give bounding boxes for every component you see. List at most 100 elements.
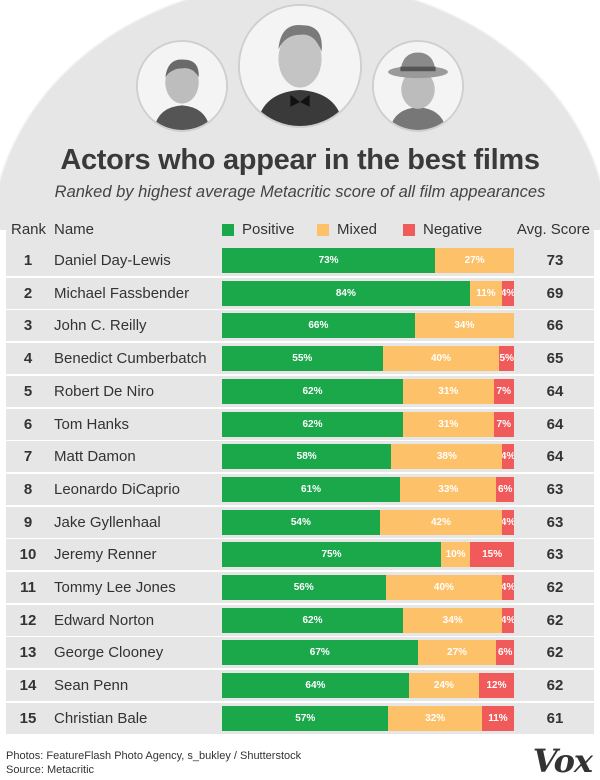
- stacked-bar: 58% 38% 4%: [222, 444, 514, 470]
- bar-label-positive: 84%: [335, 287, 356, 299]
- bar-label-positive: 64%: [305, 680, 326, 692]
- bar-label-positive: 73%: [318, 255, 339, 266]
- bar-segment-mixed: 33%: [400, 476, 497, 502]
- legend-item-positive: Positive: [222, 221, 295, 238]
- row-rank: 1: [23, 252, 33, 269]
- photo-credit: Photos: FeatureFlash Photo Agency, s_buk…: [6, 750, 302, 762]
- bar-label-mixed: 32%: [425, 712, 446, 724]
- bar-label-negative: 12%: [486, 680, 507, 692]
- bar-segment-positive: 62%: [222, 411, 404, 437]
- table-row: 4 Benedict Cumberbatch 55% 40% 5% 65: [6, 343, 594, 375]
- row-avg-score: 61: [546, 709, 564, 727]
- stacked-bar: 75% 10% 15%: [222, 542, 514, 568]
- bar-label-negative: 4%: [502, 582, 514, 593]
- table-header: Rank Name Positive Mixed Negative Avg. S…: [6, 213, 594, 245]
- row-avg-score: 64: [546, 382, 564, 400]
- bar-label-negative: 4%: [502, 451, 514, 463]
- bar-segment-mixed: 11%: [469, 280, 503, 306]
- table-row: 1 Daniel Day-Lewis 73% 27% 73: [6, 245, 594, 276]
- legend-label-positive: Positive: [242, 221, 295, 238]
- bar-label-mixed: 33%: [438, 483, 459, 495]
- bar-label-negative: 4%: [502, 614, 514, 626]
- table-row: 15 Christian Bale 57% 32% 11% 61: [6, 702, 594, 734]
- row-avg-score: 64: [546, 415, 564, 433]
- bar-segment-negative: 15%: [470, 542, 514, 568]
- chart-title: Actors who appear in the best films: [60, 144, 540, 176]
- bar-segment-positive: 56%: [222, 575, 386, 600]
- table-row: 5 Robert De Niro 62% 31% 7% 64: [6, 375, 594, 407]
- bar-label-mixed: 10%: [445, 549, 466, 561]
- table-row: 11 Tommy Lee Jones 56% 40% 4% 62: [6, 572, 594, 603]
- bar-label-mixed: 34%: [454, 320, 475, 332]
- legend-swatch-positive: [222, 223, 234, 236]
- bar-label-positive: 66%: [308, 320, 329, 332]
- table-row: 13 George Clooney 67% 27% 6% 62: [6, 637, 594, 669]
- actor-photo-left: [136, 40, 228, 132]
- bar-segment-negative: 4%: [502, 509, 514, 535]
- row-actor-name: Edward Norton: [54, 611, 155, 629]
- bar-label-positive: 62%: [302, 385, 323, 397]
- legend-swatch-mixed: [317, 223, 329, 236]
- row-actor-name: Jake Gyllenhaal: [54, 513, 161, 531]
- stacked-bar: 66% 34%: [222, 313, 514, 339]
- avg-score-column-header: Avg. Score: [516, 221, 590, 238]
- bar-segment-positive: 66%: [222, 313, 415, 339]
- row-avg-score: 63: [546, 513, 564, 531]
- bar-segment-mixed: 34%: [403, 607, 503, 633]
- bar-label-negative: 4%: [502, 516, 514, 528]
- bar-segment-positive: 75%: [222, 542, 441, 568]
- chart-subtitle: Ranked by highest average Metacritic sco…: [54, 183, 546, 201]
- row-avg-score: 65: [546, 350, 564, 368]
- bar-segment-positive: 57%: [222, 705, 389, 731]
- bar-segment-mixed: 24%: [408, 673, 479, 699]
- stacked-bar: 84% 11% 4%: [222, 280, 514, 306]
- bar-segment-negative: 7%: [493, 378, 514, 404]
- row-rank: 11: [20, 579, 36, 596]
- bar-segment-mixed: 27%: [417, 640, 497, 666]
- bar-segment-mixed: 38%: [391, 444, 503, 470]
- bar-label-mixed: 11%: [476, 287, 496, 299]
- bar-segment-negative: 5%: [499, 346, 514, 372]
- bar-label-negative: 5%: [499, 353, 514, 365]
- stacked-bar: 54% 42% 4%: [222, 509, 514, 535]
- stacked-bar: 73% 27%: [222, 248, 514, 273]
- row-actor-name: Sean Penn: [54, 677, 129, 695]
- legend-item-negative: Negative: [403, 221, 482, 238]
- table-row: 2 Michael Fassbender 84% 11% 4% 69: [6, 277, 594, 309]
- bar-segment-negative: 11%: [481, 705, 514, 731]
- stacked-bar: 57% 32% 11%: [222, 705, 514, 731]
- row-avg-score: 63: [546, 480, 564, 498]
- table-row: 10 Jeremy Renner 75% 10% 15% 63: [6, 539, 594, 571]
- row-actor-name: Robert De Niro: [54, 382, 155, 400]
- bar-label-mixed: 40%: [430, 353, 451, 365]
- stacked-bar: 62% 31% 7%: [222, 411, 514, 437]
- actor-portrait-icon: [138, 42, 226, 130]
- bar-label-positive: 61%: [301, 483, 322, 495]
- bar-label-mixed: 31%: [438, 418, 459, 430]
- table-row: 7 Matt Damon 58% 38% 4% 64: [6, 441, 594, 473]
- row-actor-name: Christian Bale: [54, 709, 148, 727]
- actor-photo-right: [372, 40, 464, 132]
- bar-segment-mixed: 31%: [403, 378, 494, 404]
- legend-item-mixed: Mixed: [317, 221, 377, 238]
- bar-segment-positive: 58%: [222, 444, 392, 470]
- bar-label-mixed: 42%: [430, 516, 451, 528]
- row-actor-name: Michael Fassbender: [54, 284, 190, 302]
- bar-segment-mixed: 32%: [388, 705, 482, 731]
- actor-portrait-icon: [240, 6, 360, 126]
- row-avg-score: 63: [546, 546, 564, 564]
- bar-label-positive: 55%: [292, 353, 313, 365]
- bar-segment-mixed: 42%: [379, 509, 503, 535]
- row-avg-score: 62: [546, 611, 564, 629]
- table-row: 9 Jake Gyllenhaal 54% 42% 4% 63: [6, 506, 594, 538]
- row-rank: 13: [19, 644, 37, 662]
- row-rank: 15: [19, 709, 37, 727]
- bar-label-positive: 62%: [302, 418, 323, 430]
- bar-segment-mixed: 10%: [441, 542, 471, 568]
- row-actor-name: Tommy Lee Jones: [54, 579, 176, 596]
- row-avg-score: 73: [546, 252, 564, 269]
- legend-label-mixed: Mixed: [337, 221, 378, 238]
- bar-segment-negative: 7%: [493, 411, 514, 437]
- bar-label-positive: 62%: [302, 614, 323, 626]
- row-actor-name: Tom Hanks: [54, 415, 130, 433]
